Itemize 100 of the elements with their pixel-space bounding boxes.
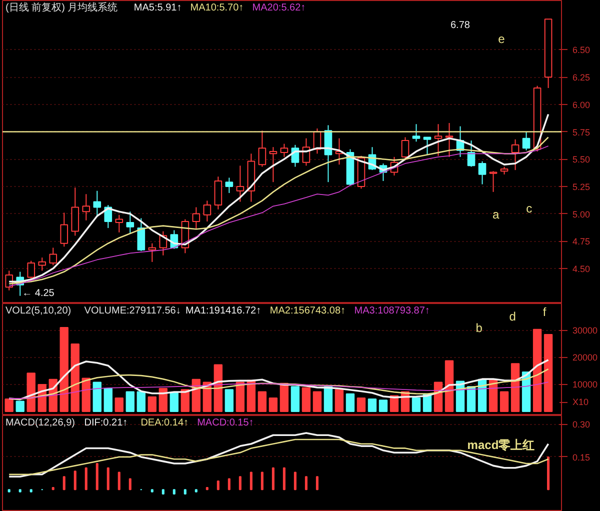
chart-title: VOL2(5,10,20) bbox=[6, 306, 72, 316]
bar bbox=[290, 386, 300, 412]
text: MA10:5.70↑ bbox=[190, 2, 244, 14]
bar bbox=[158, 388, 168, 412]
y-tick-label: 5.00 bbox=[572, 209, 590, 220]
y-tick-label: 6.00 bbox=[572, 100, 590, 110]
candlestick bbox=[192, 206, 200, 230]
bar bbox=[444, 360, 454, 412]
bar bbox=[92, 382, 102, 412]
candlestick bbox=[401, 136, 410, 161]
bar bbox=[324, 386, 333, 412]
candlestick bbox=[225, 177, 234, 194]
y-tick-label: 5.50 bbox=[572, 154, 590, 165]
candlestick bbox=[93, 190, 102, 218]
bar bbox=[258, 391, 267, 412]
line-series bbox=[8, 382, 549, 399]
candlestick bbox=[27, 260, 36, 280]
annotation: e bbox=[498, 32, 506, 46]
bar bbox=[236, 382, 245, 412]
bar bbox=[4, 398, 14, 412]
bar bbox=[224, 389, 234, 412]
y-tick-label: 6.50 bbox=[572, 45, 590, 56]
bar bbox=[368, 398, 377, 412]
chart-title: MACD(12,26,9) bbox=[6, 418, 75, 428]
bar bbox=[488, 380, 498, 412]
candlestick bbox=[236, 165, 244, 202]
bar bbox=[302, 387, 311, 412]
series-label: DIF:0.21↑ bbox=[84, 418, 128, 428]
candlestick bbox=[445, 122, 454, 158]
y-tick-label: 10000 bbox=[572, 379, 598, 390]
y-tick-label: 5.25 bbox=[572, 182, 590, 192]
annotation: 6.78 bbox=[450, 20, 470, 31]
candlestick bbox=[269, 146, 278, 183]
bar bbox=[312, 391, 322, 412]
y-tick-label: 20000 bbox=[572, 352, 598, 362]
y-tick-label: 5.75 bbox=[572, 127, 590, 138]
bar bbox=[82, 378, 90, 412]
annotation: f bbox=[542, 305, 547, 320]
text: DEA:0.14↑ bbox=[140, 418, 189, 428]
candlestick bbox=[126, 211, 134, 234]
chart-subtitle: VOLUME:279117.56↓ bbox=[84, 306, 181, 316]
y-tick-label: X10 bbox=[572, 397, 589, 408]
candlestick bbox=[49, 247, 58, 266]
annotation: b bbox=[476, 320, 483, 335]
text: MA2:156743.08↑ bbox=[270, 306, 346, 316]
y-tick-label: 0.15 bbox=[572, 452, 590, 462]
bar bbox=[532, 328, 542, 412]
text: MA3:108793.87↑ bbox=[354, 306, 430, 316]
bar bbox=[466, 386, 476, 412]
candlestick bbox=[60, 212, 68, 248]
annotation: d bbox=[509, 310, 516, 324]
chart-title: (日线 前复权) 月均线系统 bbox=[6, 2, 118, 14]
candlestick bbox=[148, 242, 156, 262]
y-tick-label: 4.75 bbox=[572, 236, 590, 247]
candlestick bbox=[115, 214, 124, 233]
y-tick-label: 30000 bbox=[572, 325, 598, 336]
bar bbox=[280, 382, 289, 412]
bar bbox=[170, 392, 179, 412]
y-tick-label: 4.50 bbox=[572, 264, 590, 274]
annotation: a bbox=[492, 208, 500, 222]
line-series bbox=[8, 432, 550, 478]
candlestick bbox=[38, 257, 46, 272]
bar bbox=[136, 391, 146, 412]
candlestick bbox=[412, 124, 420, 142]
annotation: c bbox=[526, 202, 532, 216]
candlestick bbox=[478, 160, 486, 185]
candlestick bbox=[423, 136, 432, 156]
bar bbox=[268, 397, 278, 412]
bar bbox=[70, 343, 80, 412]
bar bbox=[114, 397, 124, 412]
bar bbox=[126, 391, 134, 412]
bar bbox=[544, 334, 553, 412]
bar bbox=[334, 389, 344, 412]
y-tick-label: 6.25 bbox=[572, 72, 590, 83]
text: MA1:191416.72↑ bbox=[186, 306, 262, 316]
line-series bbox=[8, 438, 549, 476]
annotation: macd零上红 bbox=[467, 438, 535, 452]
bar bbox=[510, 363, 520, 412]
candlestick bbox=[137, 218, 146, 252]
bar bbox=[26, 372, 36, 412]
candlestick bbox=[258, 130, 266, 168]
annotation: ← 4.25 bbox=[22, 288, 55, 299]
bar bbox=[180, 389, 190, 412]
y-tick-label: 0.30 bbox=[572, 420, 590, 430]
candlestick bbox=[434, 124, 442, 156]
candlestick bbox=[203, 200, 212, 222]
bar bbox=[60, 327, 68, 412]
bar bbox=[104, 388, 112, 412]
candlestick bbox=[82, 194, 90, 221]
bar bbox=[412, 397, 421, 412]
candlestick bbox=[280, 143, 288, 158]
candlestick bbox=[511, 138, 520, 171]
candlestick bbox=[489, 170, 498, 192]
text: MA20:5.62↑ bbox=[252, 2, 306, 14]
bar bbox=[346, 393, 355, 412]
bar bbox=[500, 391, 509, 412]
bar bbox=[378, 400, 388, 412]
line-series bbox=[8, 359, 550, 400]
bar bbox=[148, 396, 157, 412]
annotation: MACD:0.15↑ bbox=[197, 418, 254, 428]
